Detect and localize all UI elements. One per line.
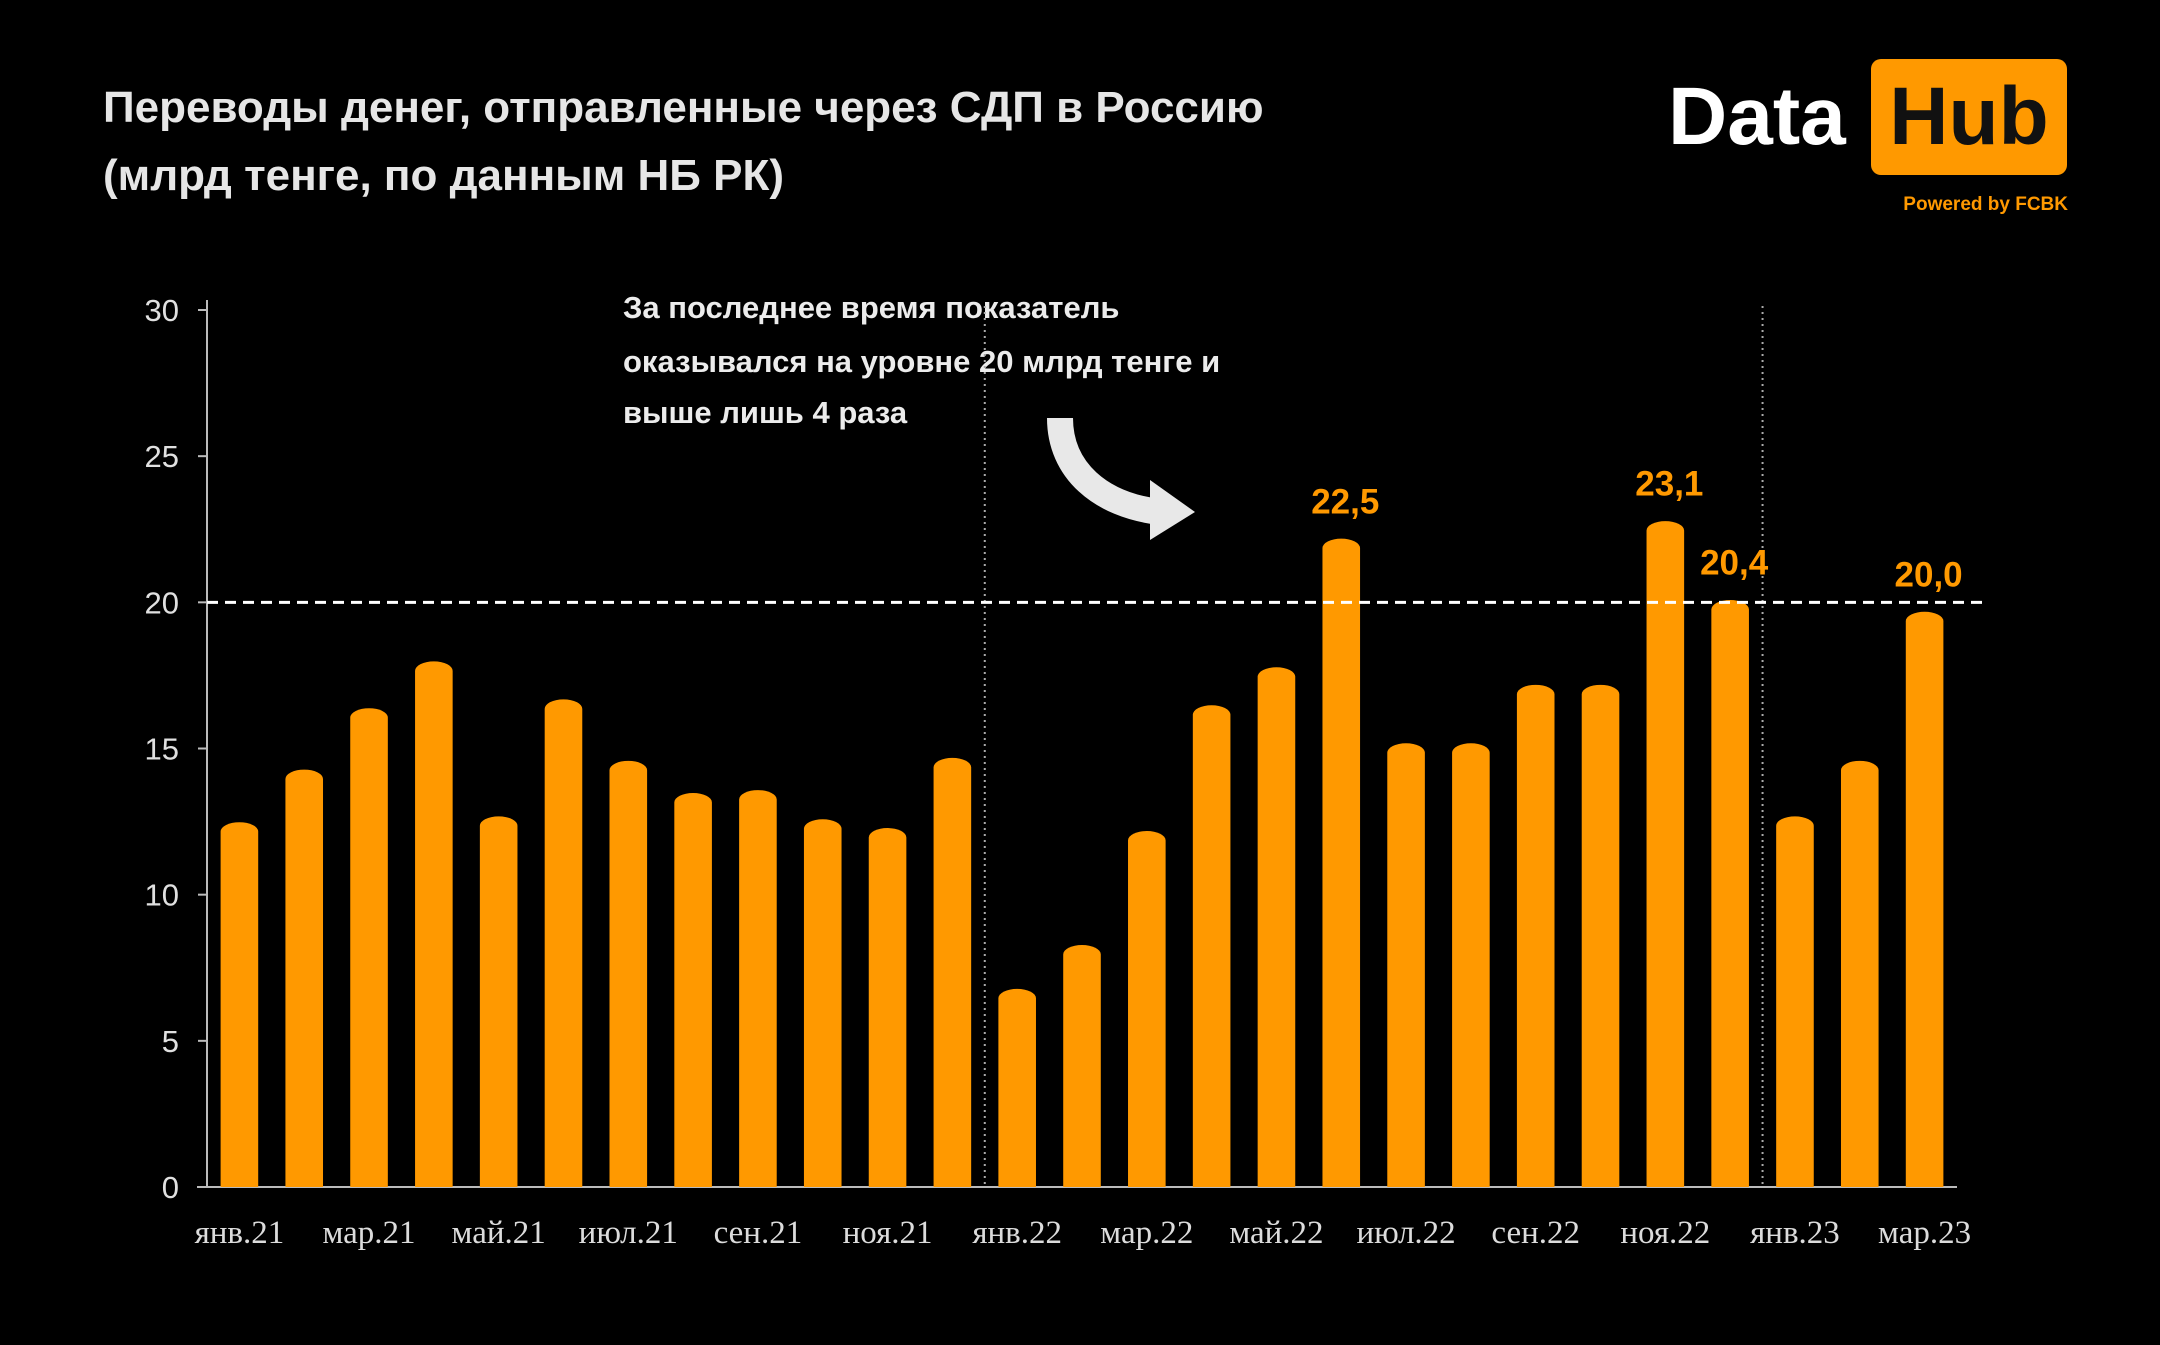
bar xyxy=(544,699,583,1187)
bar xyxy=(868,828,907,1187)
logo-tagline: Powered by FCBK xyxy=(1903,194,2068,215)
x-tick-label: июл.22 xyxy=(1356,1215,1455,1251)
bar xyxy=(998,988,1036,1187)
annotation: За последнее время показатель xyxy=(623,290,1119,325)
x-tick-label: янв.22 xyxy=(972,1215,1062,1251)
bar xyxy=(1063,945,1101,1187)
bar xyxy=(285,769,324,1187)
x-tick-label: сен.21 xyxy=(714,1215,803,1251)
x-tick-label: янв.21 xyxy=(195,1215,285,1251)
bar xyxy=(1840,760,1879,1187)
x-tick-label: май.21 xyxy=(452,1215,546,1251)
y-tick-label: 20 xyxy=(145,585,179,620)
value-label: 20,0 xyxy=(1895,555,1963,594)
arrow-head xyxy=(1150,480,1195,540)
bar xyxy=(1322,538,1361,1187)
y-tick-label: 5 xyxy=(162,1024,179,1059)
x-tick-label: мар.23 xyxy=(1878,1215,1971,1251)
x-tick-label: июл.21 xyxy=(579,1215,678,1251)
bar xyxy=(933,757,972,1187)
y-tick-label: 30 xyxy=(145,293,179,328)
logo: Data Hub Powered by FCBK xyxy=(1668,59,2068,215)
x-tick-label: ноя.22 xyxy=(1620,1215,1710,1251)
annotation-arrow xyxy=(1047,417,1195,540)
x-tick-label: сен.22 xyxy=(1491,1215,1580,1251)
bar xyxy=(479,816,518,1187)
logo-box xyxy=(1871,59,2067,175)
bar xyxy=(415,661,453,1187)
x-tick-label: янв.23 xyxy=(1750,1215,1840,1251)
chart-title: (млрд тенге, по данным НБ РК) xyxy=(103,151,784,200)
chart-title: Переводы денег, отправленные через СДП в… xyxy=(103,83,1264,132)
bar xyxy=(220,822,259,1187)
logo-text: Data xyxy=(1668,71,1847,162)
bar xyxy=(1452,743,1490,1187)
value-label: 23,1 xyxy=(1635,465,1703,504)
bar xyxy=(1646,521,1685,1187)
annotation: выше лишь 4 раза xyxy=(623,395,908,430)
bar xyxy=(1776,816,1814,1187)
bar xyxy=(1711,600,1749,1187)
bar xyxy=(609,760,648,1187)
bar xyxy=(739,790,777,1187)
y-tick-label: 0 xyxy=(162,1170,179,1205)
x-tick-label: мар.22 xyxy=(1100,1215,1193,1251)
bar xyxy=(674,792,712,1187)
bar xyxy=(1581,684,1620,1187)
x-tick-label: май.22 xyxy=(1229,1215,1323,1251)
bar xyxy=(1516,684,1555,1187)
annotation: оказывался на уровне 20 млрд тенге и xyxy=(623,344,1220,379)
logo-text: Hub xyxy=(1889,71,2048,162)
bar xyxy=(1128,830,1166,1187)
value-label: 20,4 xyxy=(1700,544,1769,583)
x-tick-label: мар.21 xyxy=(323,1215,416,1251)
bar xyxy=(350,708,388,1187)
value-label: 22,5 xyxy=(1311,482,1379,521)
x-tick-label: ноя.21 xyxy=(843,1215,933,1251)
bar xyxy=(1905,611,1944,1187)
bar xyxy=(1192,705,1231,1187)
y-tick-label: 25 xyxy=(145,439,179,474)
bar xyxy=(803,819,842,1187)
y-tick-label: 10 xyxy=(145,878,179,913)
arrow-body xyxy=(1047,417,1162,525)
y-tick-label: 15 xyxy=(145,732,179,767)
bar xyxy=(1387,743,1425,1187)
bar xyxy=(1257,667,1296,1187)
